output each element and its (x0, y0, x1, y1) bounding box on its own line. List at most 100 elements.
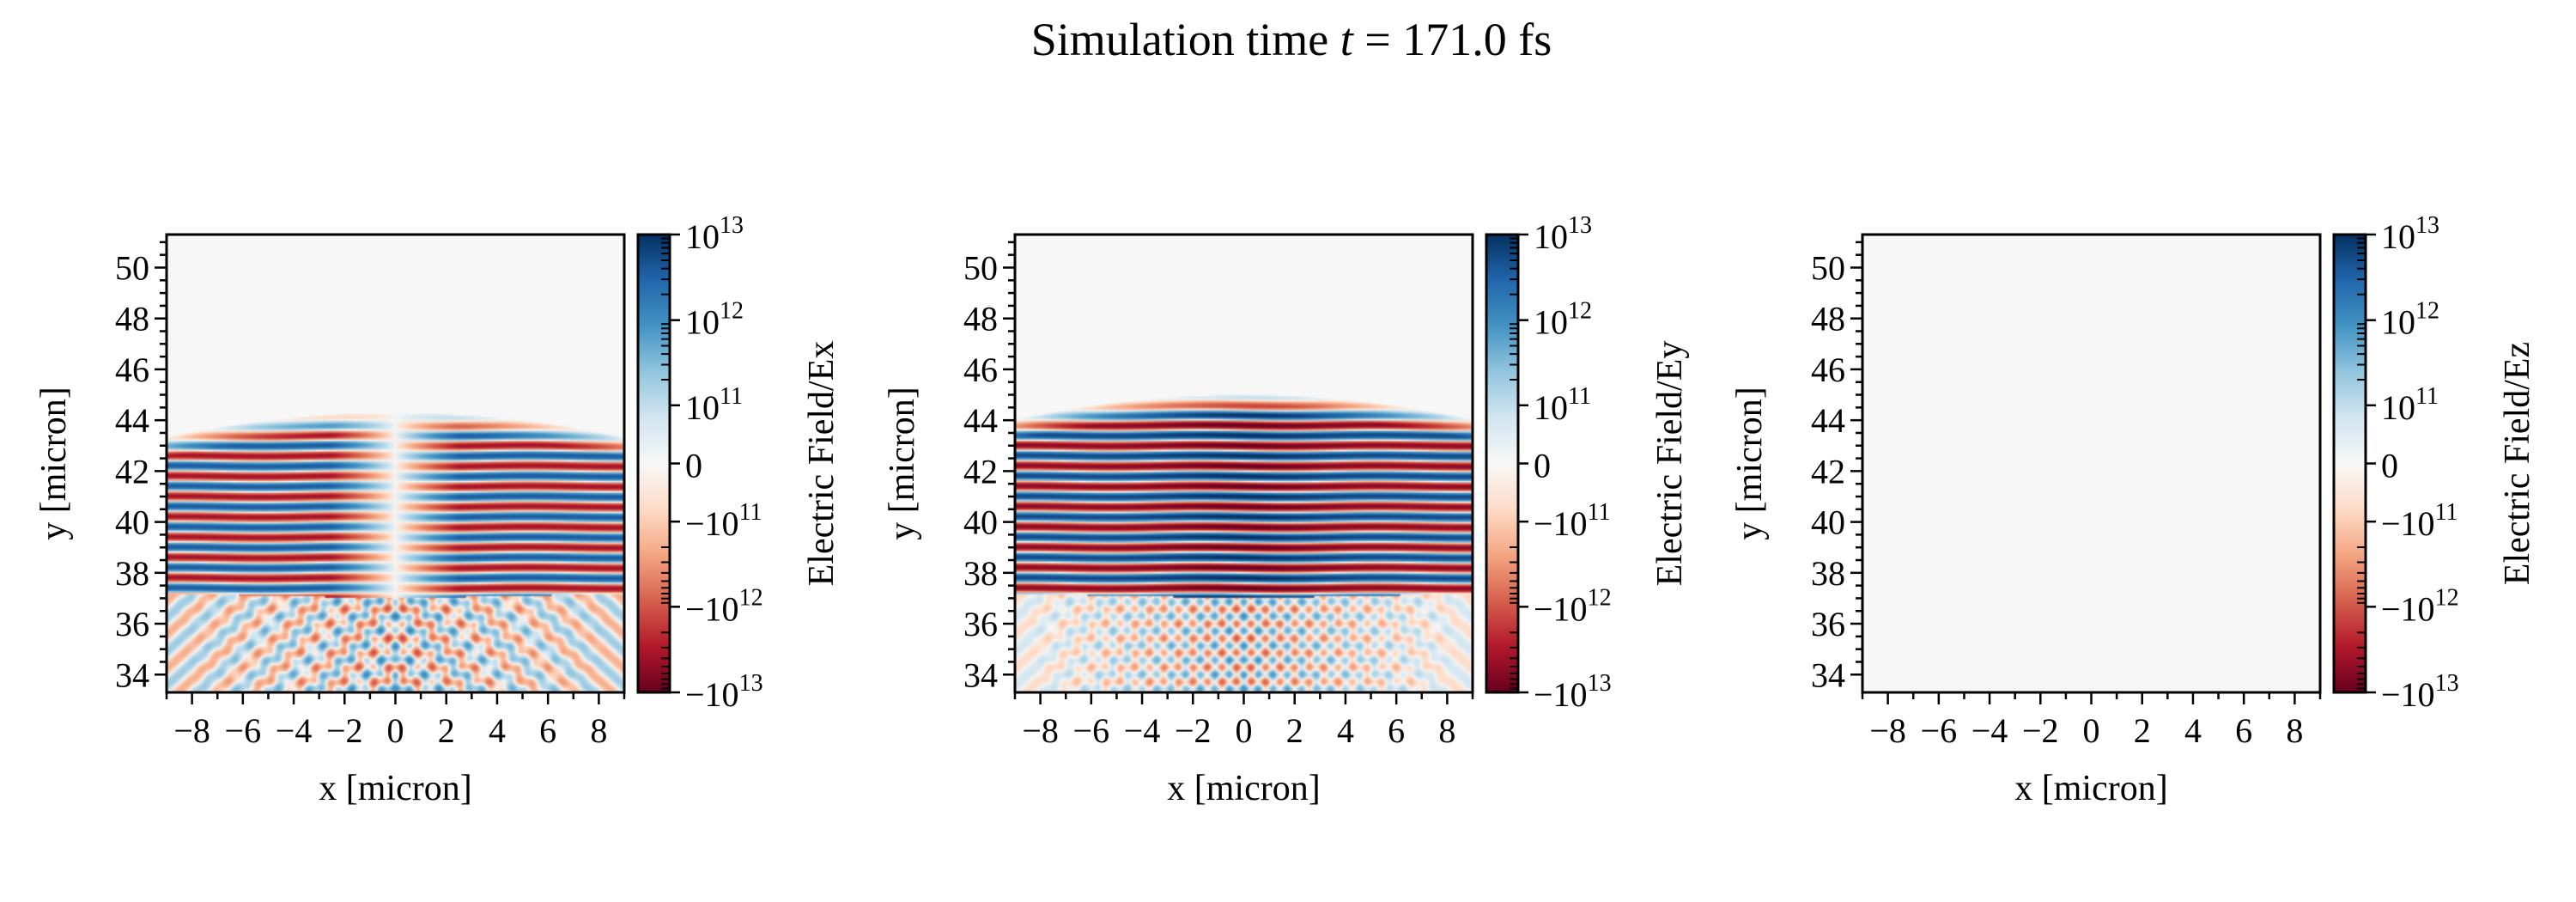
colorbar-tick-label: 1013 (2381, 212, 2439, 256)
colorbar-tick-label: 0 (685, 447, 702, 485)
x-tick-label: 6 (539, 711, 556, 750)
x-tick-label: −4 (1124, 711, 1161, 750)
field-heatmap-ex (167, 235, 624, 692)
y-tick-label: 40 (963, 503, 998, 542)
y-tick-label: 46 (1811, 350, 1845, 389)
x-tick-label: 6 (1388, 711, 1405, 750)
x-tick-label: −4 (1971, 711, 2008, 750)
x-tick-label: −4 (276, 711, 313, 750)
y-tick-label: 46 (115, 350, 149, 389)
colorbar-tick-label: −1011 (1534, 499, 1611, 543)
y-tick-label: 44 (963, 401, 998, 440)
y-tick-label: 38 (115, 554, 149, 593)
x-tick-label: −6 (1073, 711, 1110, 750)
y-axis-label: y [micron] (34, 387, 74, 539)
colorbar-ey: 1013 1012 1011 0 −1011 −1012 −1013 Electric Fie… (1485, 212, 1690, 714)
colorbar-label: Electric Field/Ex (802, 341, 841, 587)
y-tick-label: 42 (963, 452, 998, 491)
colorbar-tick-label: 1013 (1534, 212, 1592, 256)
x-tick-label: −2 (326, 711, 363, 750)
y-tick-label: 48 (963, 300, 998, 338)
colorbar-tick-label: 1011 (685, 383, 743, 427)
x-tick-label: 0 (1236, 711, 1253, 750)
y-tick-label: 48 (115, 300, 149, 338)
colorbar-gradient (1485, 233, 1520, 694)
x-tick-label: −8 (1022, 711, 1059, 750)
colorbar-tick-label: −1013 (685, 670, 763, 714)
colorbar-label: Electric Field/Ez (2498, 342, 2537, 585)
x-tick-label: 6 (2235, 711, 2252, 750)
title-suffix: = 171.0 fs (1353, 14, 1552, 65)
y-tick-label: 46 (963, 350, 998, 389)
y-tick-label: 48 (1811, 300, 1845, 338)
y-tick-label: 42 (1811, 452, 1845, 491)
x-tick-label: −2 (2022, 711, 2059, 750)
x-tick-label: −8 (173, 711, 210, 750)
colorbar-tick-label: −1013 (2381, 670, 2459, 714)
colorbar-tick-label: −1011 (685, 499, 762, 543)
x-axis-label: x [micron] (319, 769, 471, 808)
colorbar-gradient (636, 233, 671, 694)
x-tick-label: −6 (225, 711, 262, 750)
x-tick-label: 0 (2083, 711, 2100, 750)
y-tick-label: 44 (115, 401, 149, 440)
x-tick-label: 2 (2134, 711, 2151, 750)
figure-title: Simulation time t = 171.0 fs (1031, 14, 1552, 65)
colorbar-tick-label: −1012 (2381, 584, 2459, 628)
colorbar-gradient (2332, 233, 2367, 694)
y-tick-label: 36 (963, 605, 998, 643)
y-tick-label: 36 (1811, 605, 1845, 643)
x-tick-label: 4 (489, 711, 506, 750)
colorbar-tick-label: −1011 (2381, 499, 2458, 543)
x-tick-label: 4 (2184, 711, 2202, 750)
colorbar-tick-label: −1012 (685, 584, 763, 628)
y-tick-label: 34 (1811, 655, 1845, 694)
colorbar-ex: 1013 1012 1011 0 −1011 −1012 −1013 Electric Fie… (636, 212, 841, 714)
x-tick-label: −8 (1869, 711, 1906, 750)
colorbar-tick-label: 1011 (2381, 383, 2439, 427)
x-tick-label: 8 (2286, 711, 2303, 750)
x-tick-label: 2 (438, 711, 455, 750)
colorbar-tick-label: 1013 (685, 212, 744, 256)
y-tick-label: 38 (963, 554, 998, 593)
y-tick-label: 34 (963, 655, 998, 694)
y-tick-label: 50 (115, 248, 149, 287)
x-axis-label: x [micron] (2014, 769, 2167, 808)
title-variable: t (1340, 14, 1355, 65)
y-axis-label: y [micron] (883, 387, 922, 539)
y-tick-label: 42 (115, 452, 149, 491)
x-tick-label: 0 (387, 711, 404, 750)
title-prefix: Simulation time (1031, 14, 1340, 65)
y-axis-label: y [micron] (1730, 387, 1770, 539)
y-tick-label: 50 (1811, 248, 1845, 287)
field-heatmap-ez (1862, 235, 2320, 692)
colorbar-label: Electric Field/Ey (1650, 341, 1690, 587)
colorbar-tick-label: −1012 (1534, 584, 1612, 628)
x-tick-label: 4 (1337, 711, 1354, 750)
y-tick-label: 36 (115, 605, 149, 643)
y-tick-label: 38 (1811, 554, 1845, 593)
x-tick-label: −6 (1921, 711, 1958, 750)
colorbar-tick-label: 0 (2381, 447, 2398, 485)
x-tick-label: 2 (1286, 711, 1303, 750)
y-tick-label: 44 (1811, 401, 1845, 440)
x-tick-label: −2 (1175, 711, 1212, 750)
colorbar-tick-label: 1012 (1534, 298, 1592, 342)
colorbar-ez: 1013 1012 1011 0 −1011 −1012 −1013 Electric Fie… (2332, 212, 2537, 714)
colorbar-tick-label: 1012 (2381, 298, 2439, 342)
x-tick-label: 8 (1438, 711, 1455, 750)
y-tick-label: 40 (115, 503, 149, 542)
x-axis-label: x [micron] (1167, 769, 1320, 808)
x-tick-label: 8 (590, 711, 607, 750)
colorbar-tick-label: −1013 (1534, 670, 1612, 714)
y-tick-label: 40 (1811, 503, 1845, 542)
y-tick-label: 34 (115, 655, 149, 694)
colorbar-tick-label: 1011 (1534, 383, 1591, 427)
colorbar-tick-label: 1012 (685, 298, 744, 342)
y-tick-label: 50 (963, 248, 998, 287)
field-heatmap-ey (1015, 235, 1473, 692)
